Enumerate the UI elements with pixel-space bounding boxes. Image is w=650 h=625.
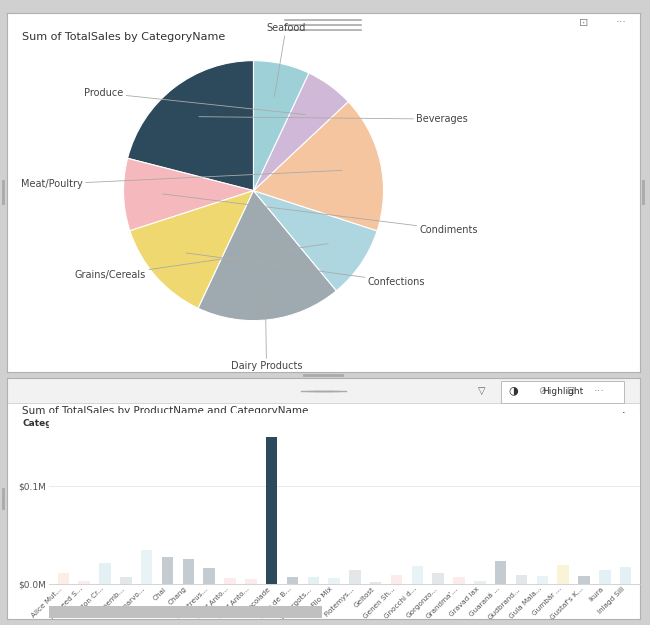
Text: ▶: ▶ — [623, 410, 630, 419]
Text: ···: ··· — [593, 386, 604, 396]
Bar — [537, 576, 548, 584]
Text: Grains/Cereals: Grains/Cereals — [75, 244, 328, 280]
Bar — [245, 579, 257, 584]
Bar — [432, 572, 444, 584]
Wedge shape — [124, 158, 254, 231]
Text: ⊡: ⊡ — [567, 386, 575, 396]
Text: Dairy Produ...: Dairy Produ... — [344, 419, 396, 428]
Bar — [620, 567, 631, 584]
Text: Meat/Poultry: Meat/Poultry — [487, 419, 536, 428]
Bar — [599, 569, 610, 584]
Bar — [328, 579, 340, 584]
Text: Beverages: Beverages — [129, 419, 169, 428]
Bar — [558, 565, 569, 584]
Bar — [203, 568, 215, 584]
Bar — [453, 576, 465, 584]
Bar — [266, 437, 278, 584]
Text: Highlight: Highlight — [542, 388, 584, 396]
Bar — [79, 581, 90, 584]
Text: Condiments: Condiments — [200, 419, 246, 428]
Text: CategoryName: CategoryName — [22, 419, 98, 428]
Text: ···: ··· — [616, 18, 627, 28]
Bar — [183, 559, 194, 584]
Bar — [370, 582, 382, 584]
Text: ⊡: ⊡ — [578, 18, 588, 28]
FancyBboxPatch shape — [500, 381, 625, 403]
Text: Confections: Confections — [186, 253, 425, 287]
Text: Produce: Produce — [84, 88, 306, 114]
Text: Condiments: Condiments — [162, 194, 478, 234]
Bar — [99, 562, 111, 584]
Bar — [516, 574, 527, 584]
Text: ▽: ▽ — [478, 386, 486, 396]
Bar — [224, 579, 236, 584]
Text: Sum of TotalSales by CategoryName: Sum of TotalSales by CategoryName — [22, 32, 226, 43]
Bar — [411, 566, 423, 584]
Bar — [474, 581, 486, 584]
Text: Beverages: Beverages — [199, 114, 468, 124]
Bar — [349, 569, 361, 584]
Text: Produce: Produce — [558, 419, 590, 428]
Wedge shape — [254, 61, 309, 191]
Bar — [391, 574, 402, 584]
Text: Seafood: Seafood — [266, 23, 306, 96]
Wedge shape — [127, 61, 254, 191]
Bar — [287, 576, 298, 584]
Wedge shape — [254, 191, 377, 291]
Wedge shape — [130, 191, 254, 308]
Text: ◑: ◑ — [508, 386, 519, 396]
Bar — [307, 576, 319, 584]
Wedge shape — [198, 191, 336, 321]
Bar — [162, 557, 173, 584]
Bar — [120, 576, 131, 584]
Bar — [495, 561, 506, 584]
Bar — [578, 576, 590, 584]
Text: Meat/Poultry: Meat/Poultry — [21, 171, 342, 189]
Wedge shape — [254, 73, 348, 191]
Text: Confections: Confections — [272, 419, 317, 428]
Text: Sum of TotalSales by ProductName and CategoryName: Sum of TotalSales by ProductName and Cat… — [22, 406, 309, 416]
Text: Grains/Cere...: Grains/Cere... — [415, 419, 467, 428]
Text: ⊘: ⊘ — [538, 386, 546, 396]
Bar — [141, 550, 152, 584]
Wedge shape — [254, 102, 384, 231]
Text: Dairy Products: Dairy Products — [231, 286, 302, 371]
Bar — [58, 572, 69, 584]
